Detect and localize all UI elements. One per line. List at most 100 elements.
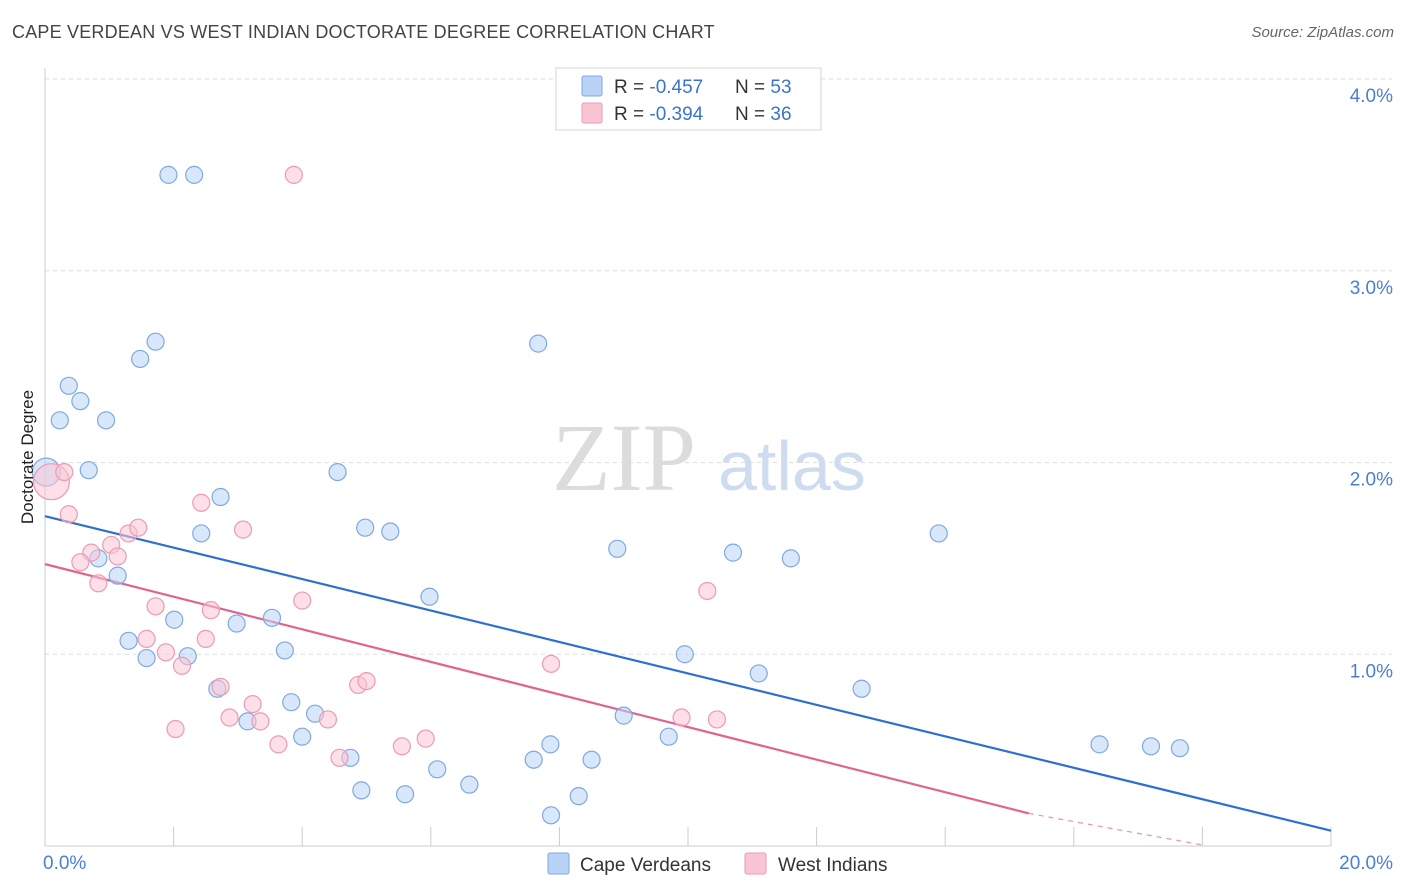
cape-verdean-point-43 [608, 539, 627, 558]
cape-verdean-point-9 [79, 461, 98, 480]
west-indian-point-34 [707, 710, 727, 729]
cape-verdean-point-7 [50, 411, 69, 430]
cape-verdean-point-37 [659, 727, 678, 746]
legend-row-blue: R = -0.457 N = 53 [614, 77, 792, 98]
cape-verdean-point-25 [293, 727, 312, 746]
y-tick-label: 2.0% [1350, 470, 1393, 491]
r-label: R = [614, 77, 649, 98]
cape-verdean-point-46 [749, 664, 768, 683]
axes [44, 68, 1332, 847]
cape-verdean-point-45 [723, 543, 743, 562]
west-indian-point-7 [108, 547, 127, 566]
cape-verdean-point-1 [159, 165, 178, 184]
cape-verdean-point-41 [420, 587, 439, 606]
legend-stats: R = -0.457 N = 53 R = -0.394 N = 36 [555, 67, 822, 131]
west-indian-trend-extension [1028, 812, 1203, 846]
legend-blue-swatch [581, 75, 603, 97]
west-indian-point-32 [672, 708, 691, 727]
cape-verdean-point-47 [781, 549, 800, 568]
legend-swatch-cape-verdeans [547, 852, 570, 875]
west-indian-point-12 [156, 643, 175, 662]
cape-verdean-point-10 [211, 487, 230, 507]
cape-verdean-point-44 [675, 645, 694, 664]
legend-swatch-west-indians [744, 852, 767, 875]
west-indian-point-22 [269, 735, 288, 754]
cape-verdean-point-28 [395, 785, 415, 804]
n-value-pink: 36 [770, 104, 791, 125]
n-label: N = [735, 104, 770, 125]
west-indian-point-1 [284, 165, 303, 184]
grid-lines [45, 78, 1392, 655]
trend-lines [44, 515, 1332, 846]
r-value-blue: -0.457 [649, 77, 703, 98]
cape-verdean-point-4 [131, 349, 150, 369]
west-indian-point-10 [146, 597, 165, 616]
west-indian-point-20 [243, 695, 262, 714]
cape-verdean-point-42 [529, 334, 548, 353]
chart-title: CAPE VERDEAN VS WEST INDIAN DOCTORATE DE… [12, 22, 715, 42]
west-indian-point-2 [59, 505, 78, 524]
source-credit: Source: ZipAtlas.com [1251, 24, 1394, 41]
west-indian-point-4 [71, 553, 90, 572]
y-tick-labels: 1.0% 2.0% 3.0% 4.0% [1350, 86, 1393, 682]
cape-verdean-point-13 [108, 566, 127, 585]
cape-verdean-point-50 [1090, 735, 1109, 754]
west-indian-point-17 [233, 520, 253, 539]
cape-verdean-point-3 [146, 332, 165, 351]
cape-verdean-point-2 [185, 165, 204, 184]
n-label: N = [735, 77, 770, 98]
cape-verdean-point-22 [282, 693, 301, 712]
cape-verdean-point-34 [569, 787, 588, 806]
legend-row-pink: R = -0.394 N = 36 [614, 104, 792, 125]
y-tick-label: 3.0% [1350, 278, 1393, 299]
cape-verdean-point-35 [582, 750, 601, 769]
r-label: R = [614, 104, 649, 125]
legend-label-west-indians: West Indians [778, 855, 887, 876]
cape-verdean-point-30 [460, 775, 479, 794]
cape-verdean-point-51 [1141, 737, 1161, 756]
west-indian-point-29 [416, 729, 435, 748]
cape-verdean-point-33 [541, 806, 561, 825]
x-tick-label-max: 20.0% [1339, 853, 1393, 874]
west-indian-point-5 [89, 574, 108, 593]
cape-verdean-point-40 [381, 522, 400, 541]
west-indian-point-28 [392, 737, 411, 756]
cape-verdean-point-38 [328, 462, 347, 482]
y-tick-label: 4.0% [1350, 86, 1393, 107]
watermark-zip: ZIP [552, 404, 696, 511]
west-indian-point-14 [192, 493, 211, 512]
y-tick-label: 1.0% [1350, 661, 1393, 682]
west-indian-point-18 [211, 677, 230, 696]
west-indian-point-30 [166, 719, 185, 739]
west-indian-point-35 [55, 462, 74, 482]
west-indian-trend-line [44, 563, 1030, 815]
west-indian-point-9 [129, 518, 148, 537]
legend-label-cape-verdeans: Cape Verdeans [580, 855, 711, 876]
cape-verdean-point-29 [428, 760, 447, 779]
west-indian-point-19 [220, 708, 239, 727]
cape-verdean-point-17 [119, 631, 138, 650]
west-indian-point-21 [251, 712, 270, 731]
west-indian-point-16 [196, 629, 215, 649]
cape-verdean-point-8 [96, 411, 116, 430]
x-tick-label-min: 0.0% [43, 853, 86, 874]
data-points [31, 165, 1189, 825]
legend-pink-swatch [581, 102, 603, 124]
west-indian-point-31 [541, 654, 561, 673]
cape-verdean-point-6 [71, 392, 90, 411]
cape-verdean-point-31 [524, 750, 543, 769]
cape-verdean-point-15 [165, 610, 184, 629]
r-value-pink: -0.394 [649, 104, 703, 125]
cape-verdean-point-14 [262, 608, 282, 627]
cape-verdean-point-11 [192, 524, 211, 543]
west-indian-point-25 [330, 748, 349, 767]
watermark: ZIP atlas [552, 404, 866, 511]
watermark-atlas: atlas [718, 427, 866, 505]
cape-verdean-point-19 [137, 648, 156, 668]
cape-verdean-point-48 [852, 679, 871, 698]
cape-verdean-point-36 [614, 706, 633, 725]
west-indian-point-11 [137, 629, 156, 649]
cape-verdean-point-52 [1170, 739, 1189, 758]
west-indian-point-27 [357, 671, 376, 691]
cape-verdean-point-39 [356, 518, 375, 537]
